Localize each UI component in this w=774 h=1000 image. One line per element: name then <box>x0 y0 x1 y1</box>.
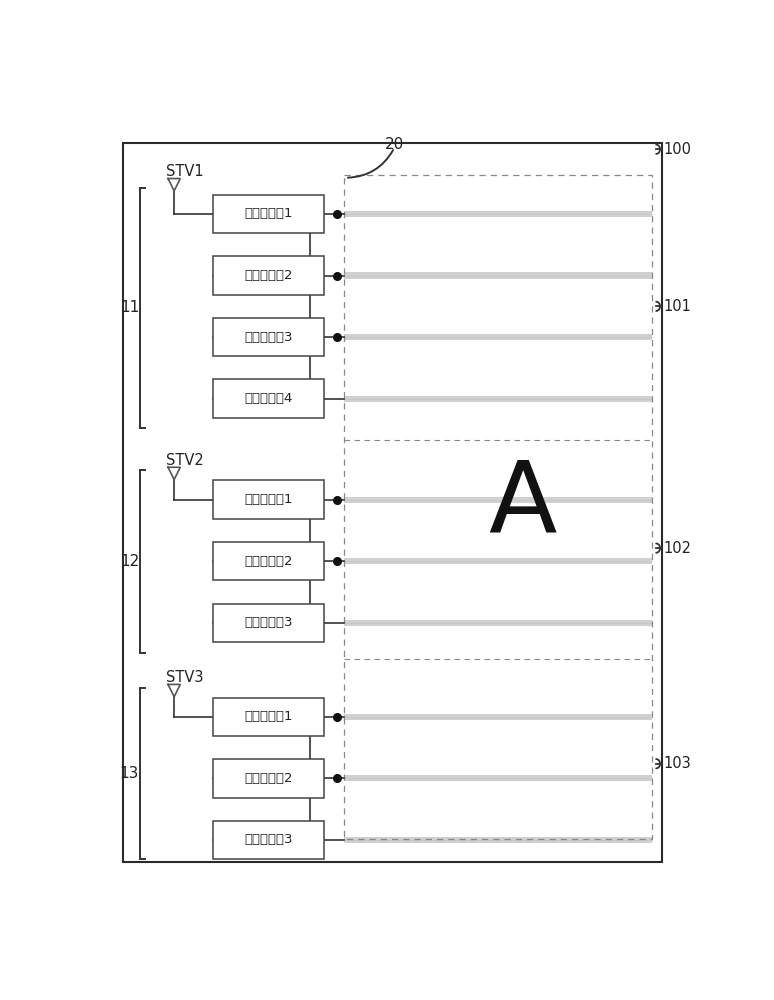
Text: 移位寄存器4: 移位寄存器4 <box>245 392 293 405</box>
Text: 移位寄存器2: 移位寄存器2 <box>245 772 293 785</box>
Text: 移位寄存器3: 移位寄存器3 <box>245 616 293 629</box>
Text: 移位寄存器3: 移位寄存器3 <box>245 331 293 344</box>
Bar <box>213 256 324 295</box>
Bar <box>213 698 324 736</box>
Bar <box>213 480 324 519</box>
Text: 100: 100 <box>664 142 692 157</box>
Bar <box>213 318 324 356</box>
Text: 移位寄存器2: 移位寄存器2 <box>245 555 293 568</box>
Text: 移位寄存器2: 移位寄存器2 <box>245 269 293 282</box>
Text: STV2: STV2 <box>166 453 204 468</box>
Text: 12: 12 <box>120 554 139 569</box>
Text: 移位寄存器1: 移位寄存器1 <box>245 207 293 220</box>
Bar <box>213 821 324 859</box>
Bar <box>213 542 324 580</box>
Bar <box>213 379 324 418</box>
Text: 101: 101 <box>664 299 692 314</box>
Text: A: A <box>488 456 557 554</box>
Text: 11: 11 <box>120 300 139 315</box>
Text: 移位寄存器1: 移位寄存器1 <box>245 493 293 506</box>
Text: 13: 13 <box>120 766 139 781</box>
Text: STV1: STV1 <box>166 164 204 179</box>
Text: 20: 20 <box>385 137 404 152</box>
Bar <box>213 604 324 642</box>
Bar <box>213 759 324 798</box>
Text: 移位寄存器3: 移位寄存器3 <box>245 833 293 846</box>
Text: 102: 102 <box>664 541 692 556</box>
Bar <box>344 175 652 839</box>
Text: 移位寄存器1: 移位寄存器1 <box>245 710 293 723</box>
Bar <box>213 195 324 233</box>
Text: STV3: STV3 <box>166 670 204 685</box>
Text: 103: 103 <box>664 756 692 771</box>
